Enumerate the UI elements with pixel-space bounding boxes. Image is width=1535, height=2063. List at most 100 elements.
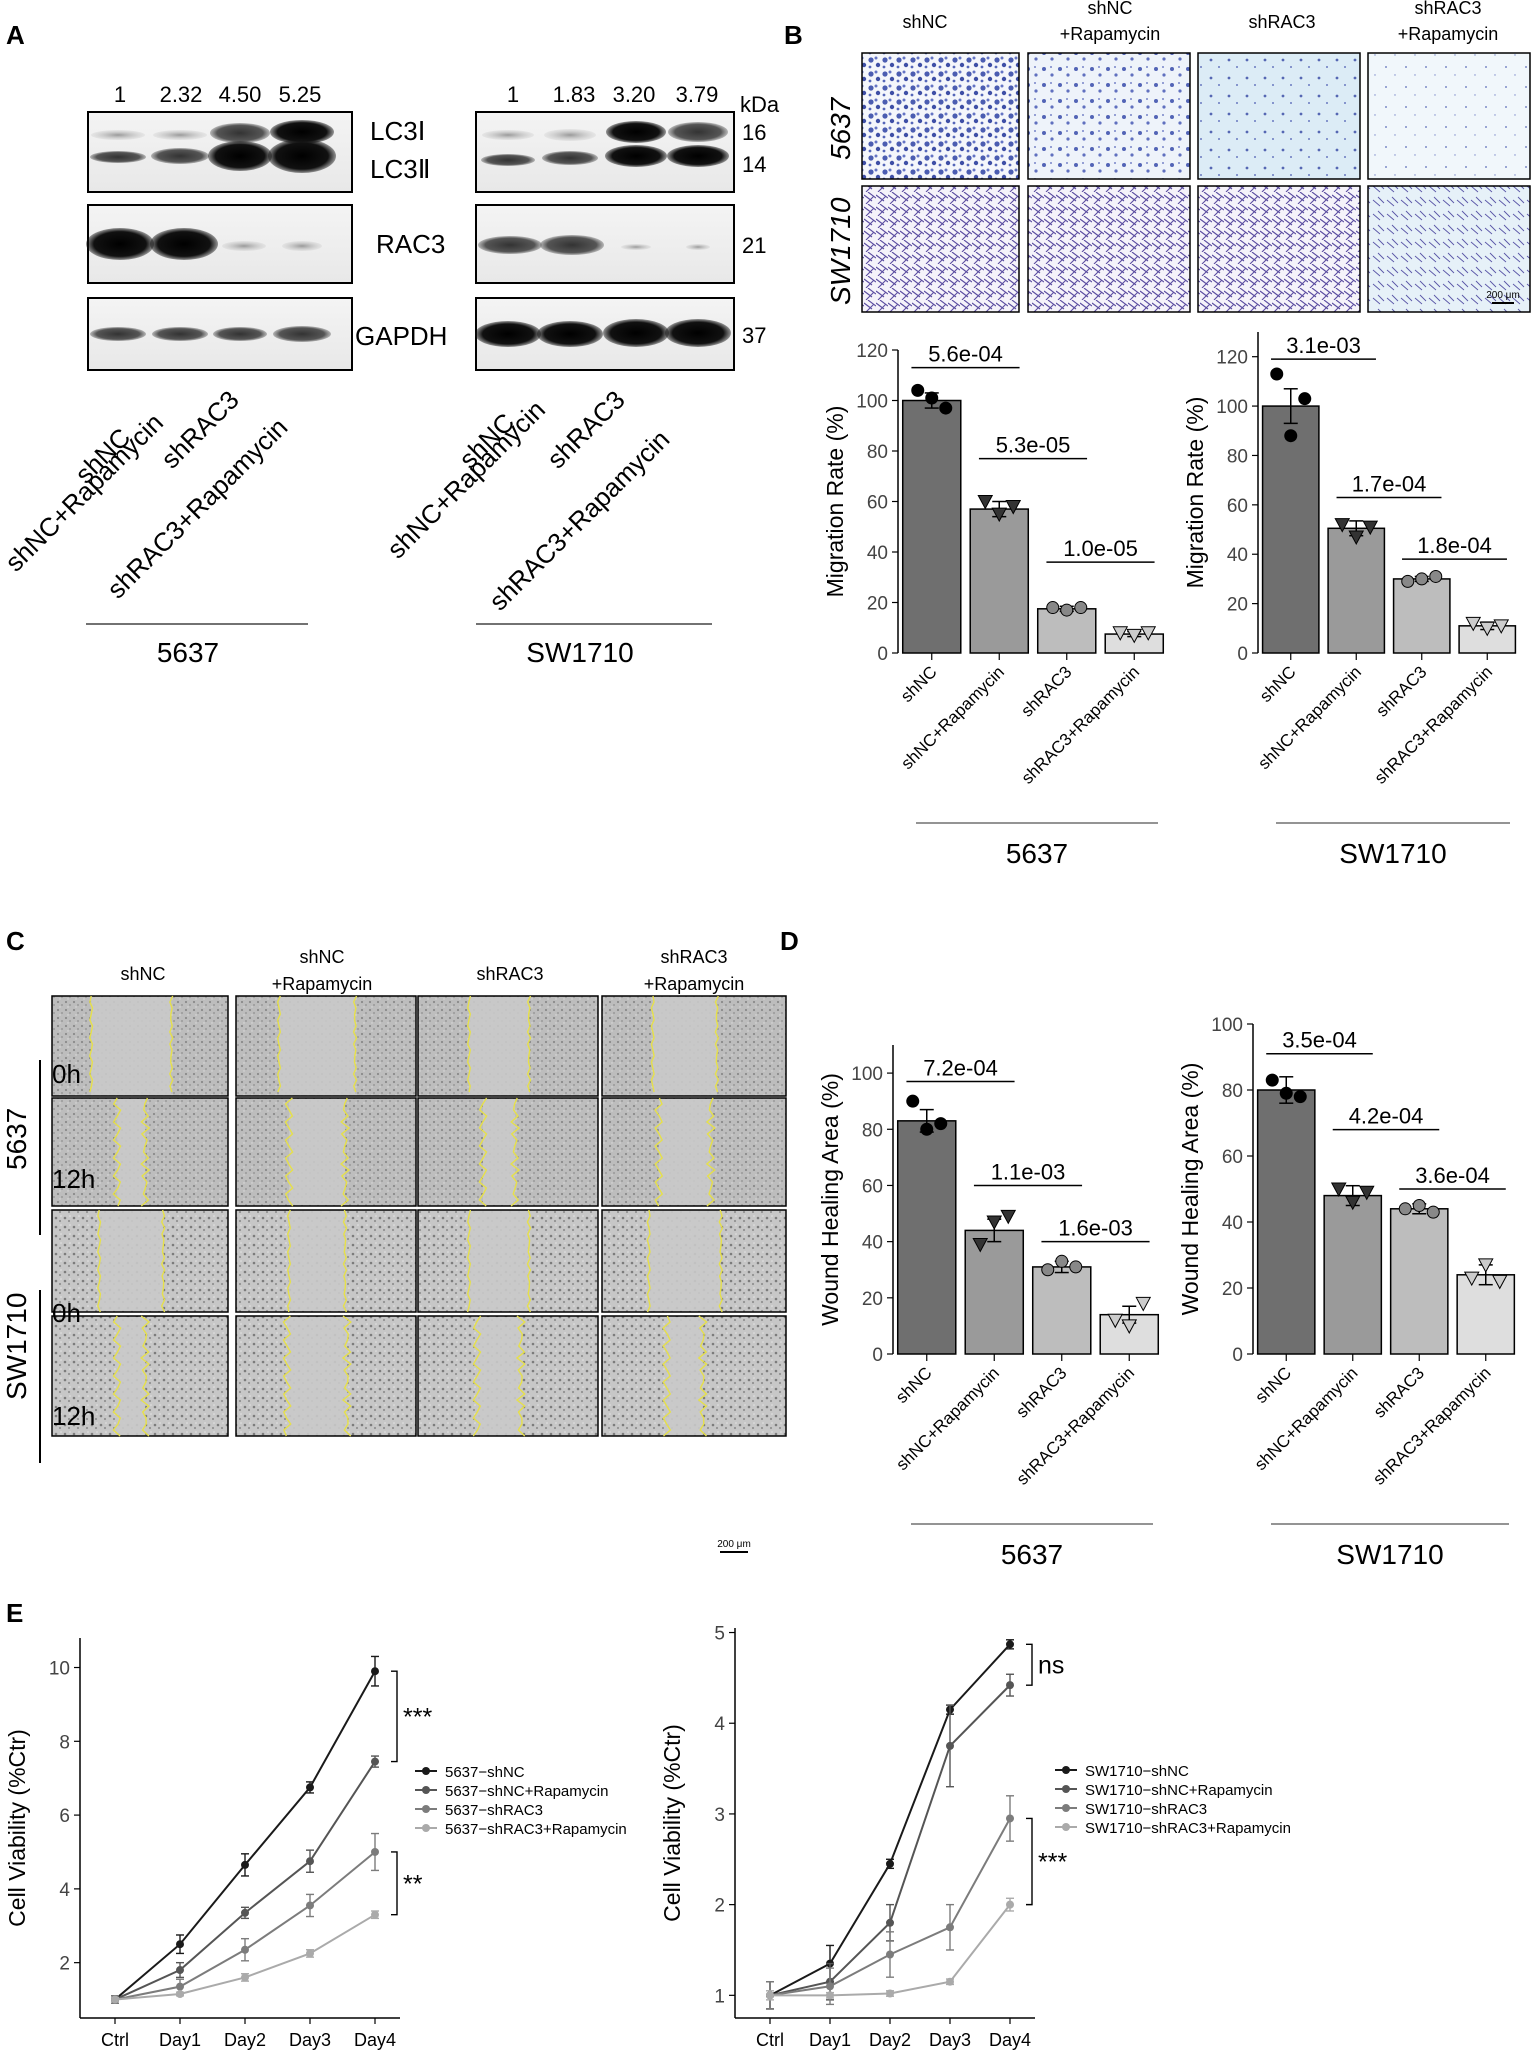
- c-col-label-shrac3-rapa-2: +Rapamycin: [644, 974, 745, 994]
- data-point: [176, 1966, 184, 1975]
- panel-letter-a: A: [6, 20, 25, 50]
- kda-label: kDa: [740, 92, 780, 117]
- panel-letter-b: B: [784, 20, 803, 50]
- y-tick-label: 60: [862, 1176, 883, 1197]
- p-value-label: 1.7e-04: [1352, 471, 1427, 496]
- data-point: [176, 1982, 184, 1991]
- bar-shnc: [1256, 1089, 1316, 1355]
- wound-edge-line: [112, 1315, 122, 1437]
- y-tick-label: 3: [714, 1805, 725, 1826]
- wound-edge-line: [526, 995, 532, 1093]
- c-col-label-shrac3: shRAC3: [476, 964, 543, 984]
- cell-line-label-5637: 5637: [157, 637, 219, 668]
- bar-shnc-rapamycin: [969, 508, 1030, 654]
- y-tick-label: 20: [862, 1289, 883, 1310]
- data-point: [886, 1950, 894, 1959]
- panel-b-transwell-images: shNC shNC +Rapamycin shRAC3 shRAC3 +Rapa…: [825, 0, 1531, 313]
- data-point: [1121, 1319, 1138, 1334]
- transwell-5637-shnc-rapa: [1027, 52, 1191, 180]
- data-point: [1362, 520, 1379, 536]
- y-tick-label: 5: [714, 1624, 725, 1645]
- c-time-12h-5637: 12h: [52, 1164, 95, 1194]
- data-point: [1069, 1260, 1083, 1274]
- b-col-label-shnc-rapa-2: +Rapamycin: [1060, 24, 1161, 44]
- bar-shrac3: [1031, 1266, 1092, 1355]
- wound-edge-line: [646, 1209, 651, 1313]
- x-tick-label: shNC: [897, 662, 940, 705]
- x-tick-label: shNC: [892, 1363, 935, 1406]
- x-tick-label: Day4: [989, 2030, 1031, 2050]
- wound-edge-line: [654, 1097, 664, 1207]
- data-point: [1330, 1182, 1347, 1198]
- c-time-0h-sw1710: 0h: [52, 1298, 81, 1328]
- quant-5637-1: 1: [114, 82, 126, 107]
- significance-bracket: [1026, 1643, 1033, 1686]
- wound-gap: [289, 1099, 345, 1205]
- quant-sw1710-2: 1.83: [553, 82, 596, 107]
- series-line: [114, 1761, 376, 2001]
- wound-edge-line: [284, 1097, 294, 1207]
- c-col-label-shnc-rapa-1: shNC: [299, 947, 344, 967]
- significance-label: ***: [403, 1703, 432, 1731]
- wound-edge-line: [718, 1209, 724, 1313]
- chart-viability-sw1710: 1 2 3 4 5 Ctrl Day1 Day2 Day3 Day4 Cell Viability …: [659, 1624, 1291, 2050]
- y-tick-label: 60: [867, 493, 888, 514]
- x-tick-label: Ctrl: [756, 2030, 784, 2050]
- chart-wound-sw1710: 0 20 40 60 80 100 Wound Healing Area (%) shNC sh…: [1177, 1015, 1516, 1570]
- data-point: [306, 1783, 314, 1792]
- wound-gap: [117, 1099, 146, 1205]
- legend-label: SW1710−shNC+Rapamycin: [1085, 1782, 1273, 1799]
- y-axis-label: Migration Rate (%): [1182, 397, 1208, 589]
- y-tick-label: 100: [856, 392, 888, 413]
- data-point: [1398, 1202, 1412, 1216]
- chart-wound-5637: 0 20 40 60 80 100 Wound Healing Area (%) shNC sh…: [817, 1045, 1160, 1570]
- data-point: [1429, 569, 1443, 583]
- quant-5637-3: 4.50: [219, 82, 262, 107]
- kda-21: 21: [742, 233, 766, 258]
- data-point: [946, 1741, 954, 1750]
- wound-edge-line: [342, 1209, 348, 1313]
- c-row-label-sw1710: SW1710: [1, 1293, 32, 1400]
- data-point: [1491, 1274, 1508, 1290]
- y-tick-label: 8: [59, 1732, 70, 1753]
- data-point: [176, 1990, 184, 1999]
- y-tick-label: 10: [49, 1659, 70, 1680]
- kda-37: 37: [742, 323, 766, 348]
- data-point: [1006, 1640, 1014, 1649]
- y-tick-label: 80: [862, 1120, 883, 1141]
- data-point: [1463, 1271, 1480, 1287]
- significance-bracket: [1026, 1817, 1033, 1906]
- legend-marker: [1062, 1766, 1070, 1774]
- x-tick-label: Day1: [159, 2030, 201, 2050]
- blot-label-gapdh: GAPDH: [355, 321, 447, 351]
- bar-shrac3: [1389, 1208, 1449, 1355]
- y-tick-label: 40: [1227, 545, 1248, 566]
- transwell-sw1710-shnc-rapa: [1027, 185, 1191, 313]
- wound-gap: [483, 1099, 515, 1205]
- quant-5637-2: 2.32: [160, 82, 203, 107]
- x-tick-label: Day2: [224, 2030, 266, 2050]
- data-point: [176, 1940, 184, 1949]
- y-axis-label: Migration Rate (%): [822, 406, 848, 598]
- data-point: [241, 1860, 249, 1869]
- data-point: [1415, 572, 1429, 586]
- wound-edge-line: [286, 1209, 292, 1313]
- data-point: [241, 1945, 249, 1954]
- y-tick-label: 1: [714, 1986, 725, 2007]
- wound-edge-line: [472, 1315, 482, 1437]
- panel-letter-d: D: [780, 926, 799, 956]
- data-point: [939, 401, 953, 415]
- legend-label: SW1710−shNC: [1085, 1763, 1189, 1780]
- y-tick-label: 4: [714, 1714, 725, 1735]
- wound-gap: [658, 1099, 711, 1205]
- wound-gap: [652, 997, 717, 1095]
- data-point: [111, 1995, 119, 2004]
- wound-edge-line: [515, 1315, 526, 1437]
- wound-edge-line: [466, 1209, 472, 1313]
- data-point: [1060, 603, 1074, 617]
- y-tick-label: 60: [1222, 1147, 1243, 1168]
- transwell-5637-shrac3-rapa: [1367, 52, 1531, 180]
- wound-gap: [99, 1211, 164, 1311]
- data-point: [911, 383, 925, 397]
